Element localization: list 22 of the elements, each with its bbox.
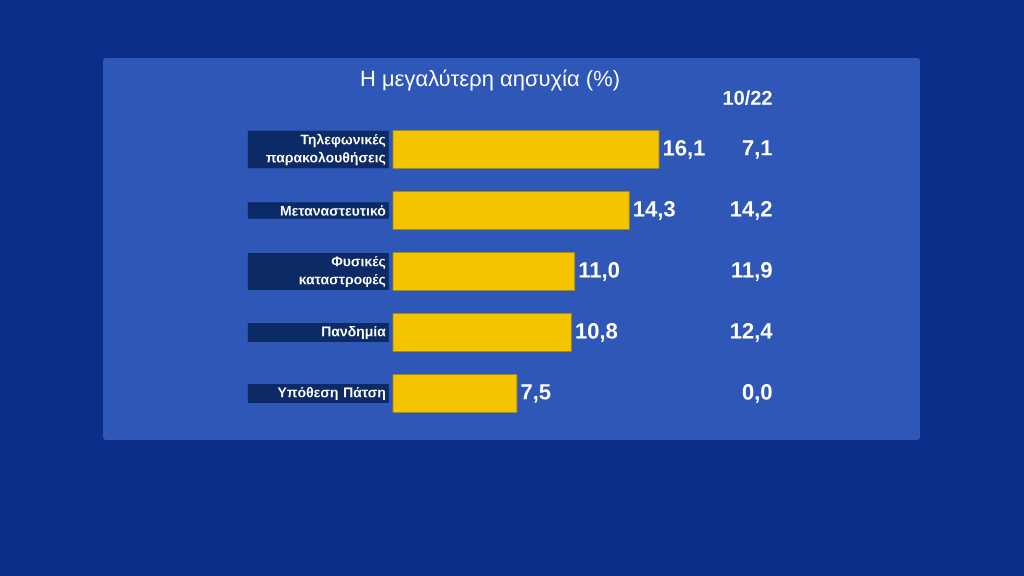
data-label: 10,8 xyxy=(576,323,618,342)
data-label: 7,5 xyxy=(521,384,551,403)
y-tick-label: Υπόθεση Πάτση xyxy=(277,386,385,401)
bar xyxy=(392,191,630,230)
y-tick-label: Τηλεφωνικές παρακολουθήσεις xyxy=(266,133,386,166)
bar xyxy=(392,130,660,169)
y-tick-label: Φυσικές καταστροφές xyxy=(299,255,386,288)
text: 10/22 xyxy=(723,90,772,106)
data-label: 14,3 xyxy=(634,201,675,220)
text: 14,2 xyxy=(731,201,772,220)
bar xyxy=(392,252,576,291)
text: 0,0 xyxy=(742,384,772,403)
y-tick-label: Πανδημία xyxy=(322,325,386,340)
bar xyxy=(392,374,518,413)
chart-title: Η μεγαλύτερη αησυχία (%) xyxy=(361,69,619,91)
text: 12,4 xyxy=(731,323,773,342)
data-label: 16,1 xyxy=(663,140,705,159)
data-label: 11,0 xyxy=(579,262,619,281)
text: 7,1 xyxy=(742,140,772,159)
bar xyxy=(392,313,572,352)
y-tick-label: Μεταναστευτικό xyxy=(280,205,386,216)
text: 11,9 xyxy=(732,262,772,281)
